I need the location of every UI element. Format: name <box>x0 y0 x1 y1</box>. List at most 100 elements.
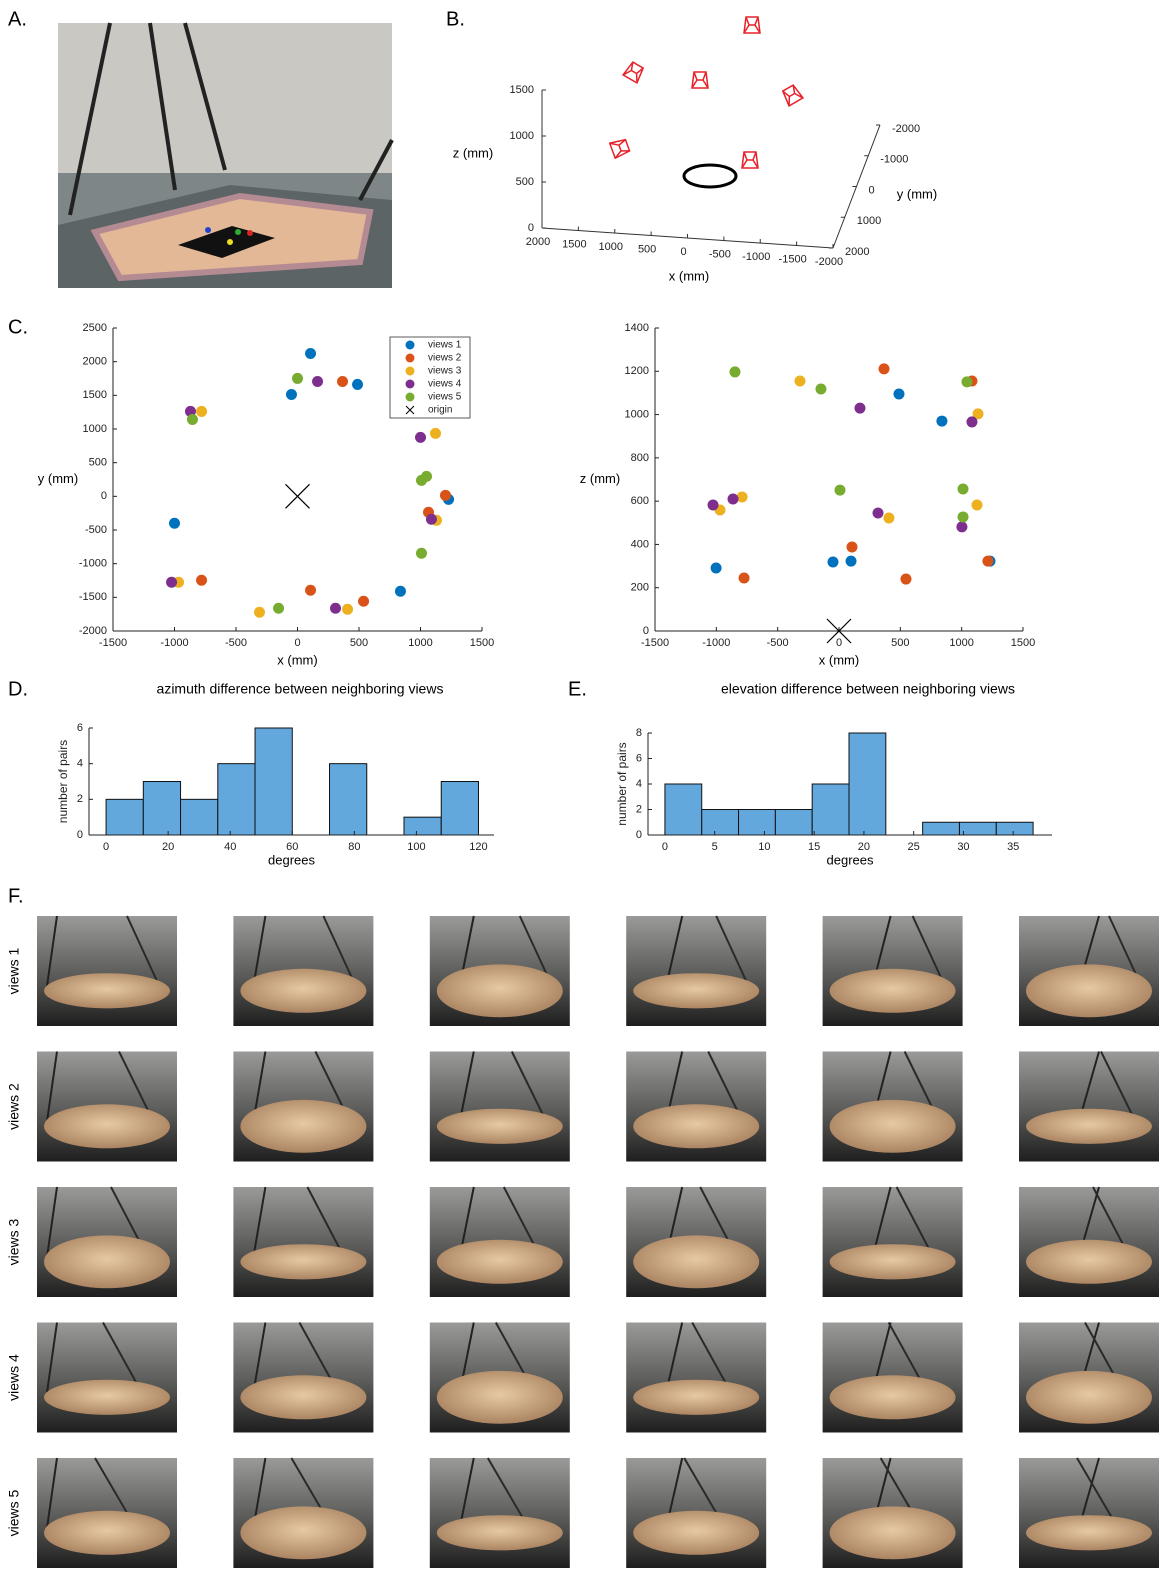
panel-label: A. <box>8 8 27 30</box>
point <box>169 518 180 529</box>
y-axis-label: number of pairs <box>56 740 70 823</box>
y-tick-label: 0 <box>77 829 83 841</box>
x-tick-label: 0 <box>836 637 842 649</box>
legend-label: views 5 <box>428 392 462 403</box>
panel-label: C. <box>8 316 28 338</box>
point <box>430 428 441 439</box>
x-tick-label: 2000 <box>526 236 550 248</box>
point <box>737 492 748 503</box>
point <box>834 485 845 496</box>
y-tick-label: 6 <box>636 752 642 764</box>
origin-marker <box>286 484 310 508</box>
photo-arena <box>437 1109 563 1144</box>
legend-label: views 1 <box>428 340 462 351</box>
point <box>958 484 969 495</box>
histogram-bar <box>218 764 255 835</box>
photo-arena <box>830 1100 956 1153</box>
y-axis-label: z (mm) <box>580 471 620 486</box>
photo-arena <box>240 1375 366 1419</box>
photo-arena <box>44 1104 170 1148</box>
x-tick-label: 20 <box>162 841 174 853</box>
legend-marker <box>406 393 415 402</box>
x-tick-label: 25 <box>908 841 920 853</box>
histogram-bar <box>849 733 886 835</box>
point <box>879 363 890 374</box>
photo-grid <box>37 916 1159 1568</box>
row-label: views 4 <box>6 1354 22 1401</box>
z-tick-label: 1000 <box>510 130 534 142</box>
y-tick-label: 1000 <box>83 423 107 435</box>
camera-icon <box>692 72 708 88</box>
arena-outline <box>684 165 736 187</box>
y-tick-label: 800 <box>631 452 649 464</box>
photo-arena <box>830 1506 956 1559</box>
z-tick-label: 500 <box>516 176 534 188</box>
y-tick-label: 1000 <box>625 408 649 420</box>
point <box>305 585 316 596</box>
photo-arena <box>830 1375 956 1419</box>
y-tick-label: 8 <box>636 727 642 739</box>
point <box>342 604 353 615</box>
x-axis-label: x (mm) <box>819 652 859 667</box>
photo-arena <box>44 1380 170 1415</box>
x-tick-label: -500 <box>225 637 247 649</box>
photo-arena <box>1026 1371 1152 1424</box>
panel-label: F. <box>8 885 24 907</box>
y-tick-label: -1500 <box>79 591 107 603</box>
x-tick-label: 60 <box>286 841 298 853</box>
photo-arena <box>240 1506 366 1559</box>
point <box>827 556 838 567</box>
x-tick-label: -500 <box>709 248 731 260</box>
legend-label: views 4 <box>428 379 462 390</box>
point <box>292 373 303 384</box>
y-tick-label: -2000 <box>79 625 107 637</box>
y-tick-label: 2 <box>77 793 83 805</box>
point <box>728 493 739 504</box>
point <box>873 508 884 519</box>
point <box>273 603 284 614</box>
histogram-bar <box>255 728 292 835</box>
photo-arena <box>44 973 170 1008</box>
point <box>739 572 750 583</box>
x-axis-label: x (mm) <box>277 652 317 667</box>
x-axis-label: degrees <box>827 852 874 867</box>
y-tick-label: 1000 <box>857 215 881 227</box>
panel-label: E. <box>568 678 587 700</box>
point <box>337 376 348 387</box>
photo <box>626 1323 766 1433</box>
x-tick-label: 0 <box>662 841 668 853</box>
x-tick-label: 20 <box>858 841 870 853</box>
photo-arena <box>240 1244 366 1279</box>
photo <box>430 1458 570 1568</box>
point <box>416 475 427 486</box>
point <box>883 513 894 524</box>
point <box>966 416 977 427</box>
histogram-bar <box>775 810 812 836</box>
point <box>854 403 865 414</box>
point <box>972 500 983 511</box>
x-tick-label: -1000 <box>160 637 188 649</box>
point <box>711 563 722 574</box>
x-tick-label: 40 <box>224 841 236 853</box>
photo-arena <box>437 964 563 1017</box>
point <box>254 607 265 618</box>
histogram-bar <box>959 822 996 835</box>
row-label: views 1 <box>6 947 22 994</box>
photo <box>233 1187 373 1297</box>
camera-icon <box>610 138 631 159</box>
x-tick-label: 1000 <box>949 637 973 649</box>
point <box>958 511 969 522</box>
camera-icon <box>623 61 645 83</box>
photo-arena <box>633 1511 759 1555</box>
x-tick-label: -1500 <box>779 253 807 265</box>
point <box>846 556 857 567</box>
photo-arena <box>240 1100 366 1153</box>
histogram-bar <box>812 784 849 835</box>
figure: A.B.C.D.E.F.2000150010005000-500-1000-15… <box>0 0 1167 1583</box>
point <box>166 577 177 588</box>
point <box>900 574 911 585</box>
x-tick-label: -1000 <box>702 637 730 649</box>
photo-arena <box>1026 1109 1152 1144</box>
y-tick-label: -1000 <box>79 558 107 570</box>
camera-icons <box>610 17 803 168</box>
